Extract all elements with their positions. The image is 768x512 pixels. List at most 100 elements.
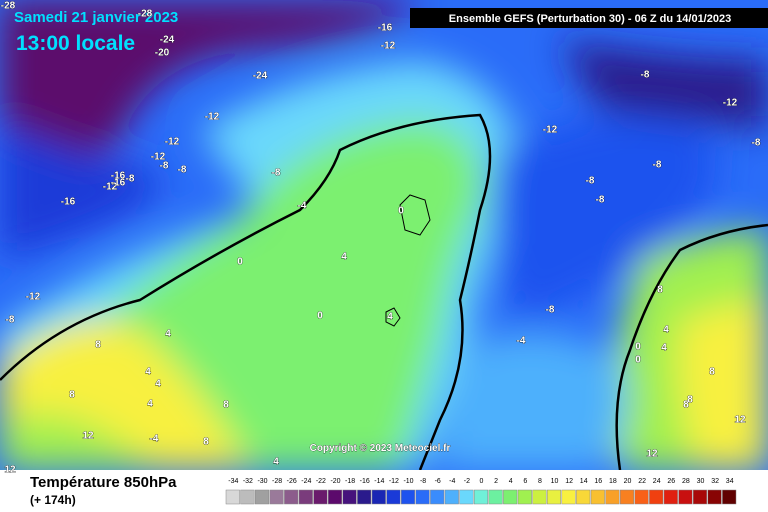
legend-swatch xyxy=(371,489,386,505)
contour-label: -8 xyxy=(596,195,605,206)
legend-swatch xyxy=(488,489,503,505)
legend-swatch xyxy=(342,489,357,505)
run-info: Ensemble GEFS (Perturbation 30) - 06 Z d… xyxy=(449,13,731,25)
legend-label: 28 xyxy=(682,478,690,485)
contour-label: 4 xyxy=(155,379,161,390)
legend-label: 24 xyxy=(653,478,661,485)
legend-label: 6 xyxy=(523,478,527,485)
legend-swatch xyxy=(240,489,255,505)
legend-label: 0 xyxy=(480,478,484,485)
contour-label: 12 xyxy=(4,465,16,476)
legend-label: -28 xyxy=(272,478,282,485)
contour-label: -8 xyxy=(586,176,595,187)
legend-label: 22 xyxy=(638,478,646,485)
legend-swatch xyxy=(327,489,343,505)
legend-swatch xyxy=(503,489,518,505)
contour-label: 0 xyxy=(635,342,641,353)
contour-label: -8 xyxy=(653,160,662,171)
contour-label: -28 xyxy=(1,1,16,12)
legend-swatch xyxy=(386,489,401,505)
legend-label: 26 xyxy=(667,478,675,485)
contour-label: -12 xyxy=(151,152,166,163)
legend-swatch xyxy=(400,489,416,505)
legend-swatch xyxy=(576,489,591,505)
contour-label: 4 xyxy=(663,325,669,336)
contour-label: -24 xyxy=(160,35,175,46)
legend-swatch xyxy=(473,489,489,505)
contour-label: -12 xyxy=(165,137,180,148)
legend-swatch xyxy=(357,489,372,505)
legend-label: 10 xyxy=(551,478,559,485)
contour-label: -24 xyxy=(253,71,268,82)
legend-label: -18 xyxy=(345,478,355,485)
contour-label: 8 xyxy=(683,400,689,411)
contour-label: -12 xyxy=(381,41,396,52)
contour-label: 4 xyxy=(387,312,393,323)
date: Samedi 21 janvier 2023 xyxy=(14,9,178,26)
contour-label: -12 xyxy=(103,182,118,193)
contour-label: -8 xyxy=(160,161,169,172)
legend-label: -20 xyxy=(330,478,340,485)
legend-swatch xyxy=(459,489,474,505)
contour-label: -8 xyxy=(126,174,135,185)
contour-label: 0 xyxy=(635,355,641,366)
contour-label: 8 xyxy=(687,395,693,406)
legend-swatch xyxy=(663,489,678,505)
contour-label: -8 xyxy=(178,165,187,176)
contour-label: -4 xyxy=(150,434,159,445)
contour-label: 4 xyxy=(147,399,153,410)
contour-label: 12 xyxy=(82,431,94,442)
legend-swatch xyxy=(444,489,459,505)
legend-label: -12 xyxy=(389,478,399,485)
legend-swatch xyxy=(707,489,722,505)
legend-label: -22 xyxy=(316,478,326,485)
legend-label: 32 xyxy=(711,478,719,485)
legend-label: 12 xyxy=(565,478,573,485)
legend-label: -4 xyxy=(449,478,455,485)
legend-label: 30 xyxy=(697,478,705,485)
legend-swatch xyxy=(649,489,664,505)
legend-swatch xyxy=(430,489,445,505)
legend-swatch xyxy=(313,489,328,505)
legend-swatch xyxy=(546,489,562,505)
legend-label: 18 xyxy=(609,478,617,485)
legend-swatch xyxy=(254,489,270,505)
contour-label: -16 xyxy=(111,178,126,189)
contour-label: 8 xyxy=(709,367,715,378)
contour-label: 4 xyxy=(341,252,347,263)
legend-swatch xyxy=(561,489,576,505)
contour-label: -12 xyxy=(723,98,738,109)
legend-swatch xyxy=(269,489,284,505)
legend-label: -34 xyxy=(228,478,238,485)
contour-label: -16 xyxy=(61,197,76,208)
contour-label: 4 xyxy=(273,457,279,468)
contour-label: 12 xyxy=(734,415,746,426)
legend-label: -24 xyxy=(301,478,311,485)
legend-swatch xyxy=(415,489,430,505)
legend-label: -10 xyxy=(403,478,413,485)
legend-swatch xyxy=(619,489,635,505)
contour-label: -12 xyxy=(26,292,41,303)
footer-lead: (+ 174h) xyxy=(30,493,76,507)
legend-swatch xyxy=(225,489,240,505)
footer-title: Température 850hPa xyxy=(30,474,177,491)
contour-label: 0 xyxy=(237,257,243,268)
legend-swatch xyxy=(298,489,313,505)
legend-swatch xyxy=(532,489,547,505)
legend-label: -2 xyxy=(464,478,470,485)
legend-swatch xyxy=(284,489,299,505)
contour-label: -12 xyxy=(205,112,220,123)
time: 13:00 locale xyxy=(16,32,135,55)
copyright: Copyright © 2023 Meteociel.fr xyxy=(310,443,451,454)
legend-label: 14 xyxy=(580,478,588,485)
temperature-field xyxy=(0,0,768,471)
legend-swatch xyxy=(634,489,649,505)
contour-label: -8 xyxy=(6,315,15,326)
contour-label: -8 xyxy=(546,305,555,316)
contour-label: -16 xyxy=(111,171,126,182)
legend-swatch xyxy=(722,489,737,505)
legend-label: 2 xyxy=(494,478,498,485)
legend-label: 4 xyxy=(509,478,513,485)
